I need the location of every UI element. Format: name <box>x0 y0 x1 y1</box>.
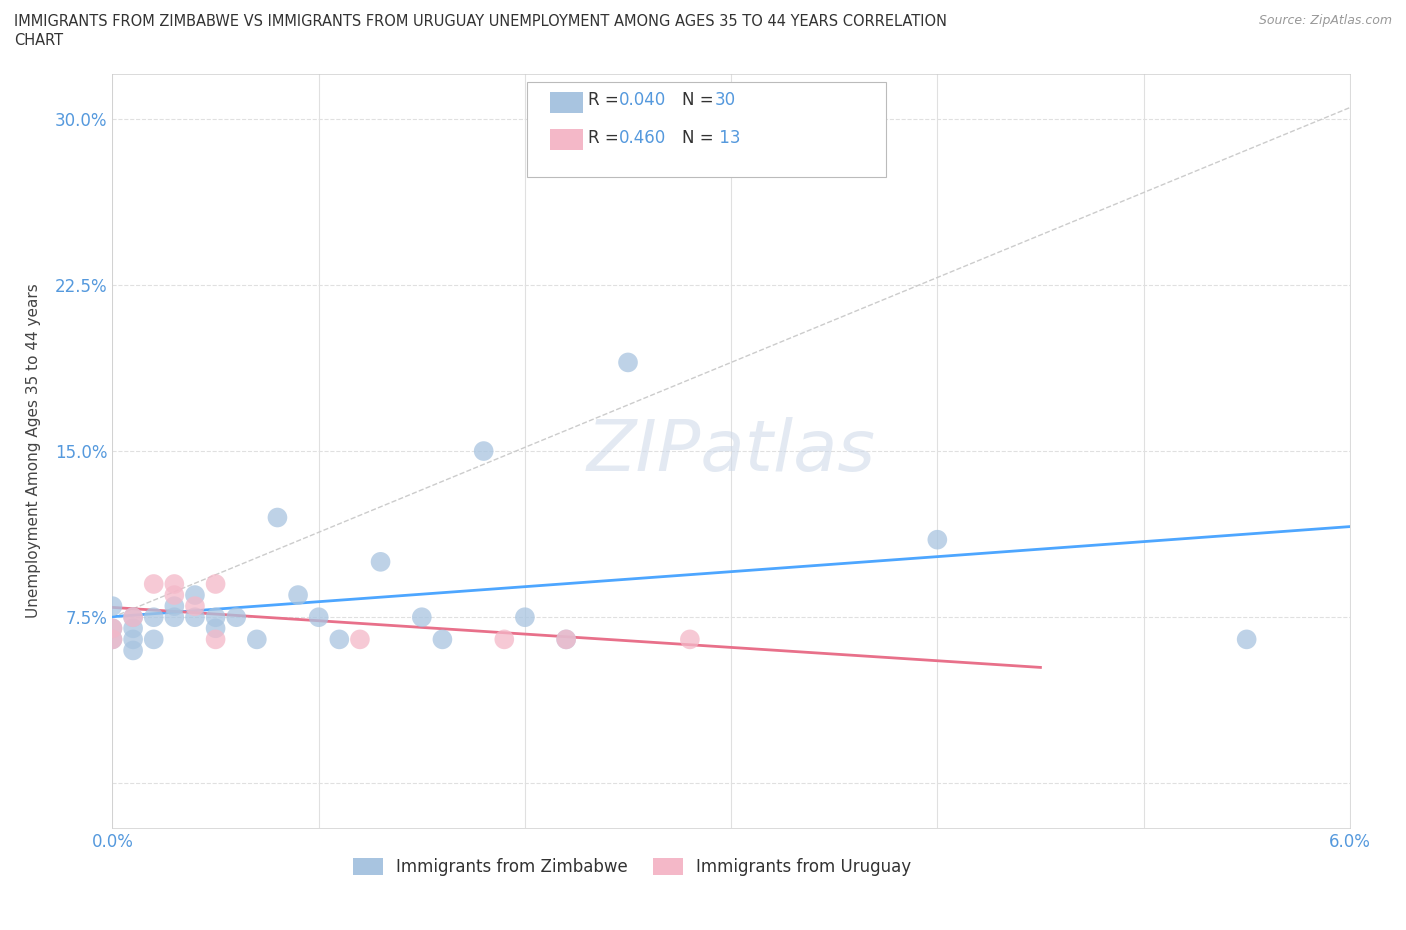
Text: IMMIGRANTS FROM ZIMBABWE VS IMMIGRANTS FROM URUGUAY UNEMPLOYMENT AMONG AGES 35 T: IMMIGRANTS FROM ZIMBABWE VS IMMIGRANTS F… <box>14 14 948 29</box>
Point <box>472 444 495 458</box>
Point <box>555 632 578 647</box>
Point <box>927 532 949 547</box>
Point <box>266 510 288 525</box>
Point <box>204 610 226 625</box>
Point <box>163 599 186 614</box>
Point <box>122 610 145 625</box>
Text: R =: R = <box>588 128 624 147</box>
Text: Source: ZipAtlas.com: Source: ZipAtlas.com <box>1258 14 1392 27</box>
Point <box>101 621 124 636</box>
Point <box>122 610 145 625</box>
Text: 30: 30 <box>714 91 735 110</box>
Point <box>163 588 186 603</box>
Point <box>101 599 124 614</box>
Point <box>163 577 186 591</box>
Point <box>225 610 247 625</box>
Point <box>432 632 454 647</box>
Point <box>555 632 578 647</box>
Y-axis label: Unemployment Among Ages 35 to 44 years: Unemployment Among Ages 35 to 44 years <box>27 284 41 618</box>
Point <box>328 632 350 647</box>
Text: R =: R = <box>588 91 624 110</box>
Point <box>184 610 207 625</box>
Point <box>679 632 702 647</box>
Point <box>163 610 186 625</box>
Point <box>184 599 207 614</box>
Text: ZIPatlas: ZIPatlas <box>586 417 876 485</box>
Text: N =: N = <box>682 128 718 147</box>
Legend: Immigrants from Zimbabwe, Immigrants from Uruguay: Immigrants from Zimbabwe, Immigrants fro… <box>353 857 911 876</box>
Point <box>246 632 269 647</box>
Point <box>287 588 309 603</box>
Point <box>142 610 165 625</box>
Point <box>101 632 124 647</box>
Point <box>122 621 145 636</box>
Point <box>204 577 226 591</box>
Point <box>142 577 165 591</box>
Point <box>122 632 145 647</box>
Point <box>204 621 226 636</box>
Point <box>142 632 165 647</box>
Point <box>122 643 145 658</box>
Point <box>204 632 226 647</box>
Text: N =: N = <box>682 91 718 110</box>
Text: CHART: CHART <box>14 33 63 47</box>
Point <box>101 621 124 636</box>
Point <box>308 610 330 625</box>
Point <box>184 588 207 603</box>
Point <box>617 355 640 370</box>
Text: 0.040: 0.040 <box>619 91 666 110</box>
Text: 0.460: 0.460 <box>619 128 666 147</box>
Point <box>370 554 392 569</box>
Point <box>494 632 516 647</box>
Point <box>513 610 536 625</box>
Point <box>1236 632 1258 647</box>
Point <box>411 610 433 625</box>
Text: 13: 13 <box>714 128 741 147</box>
Point <box>101 632 124 647</box>
Point <box>349 632 371 647</box>
